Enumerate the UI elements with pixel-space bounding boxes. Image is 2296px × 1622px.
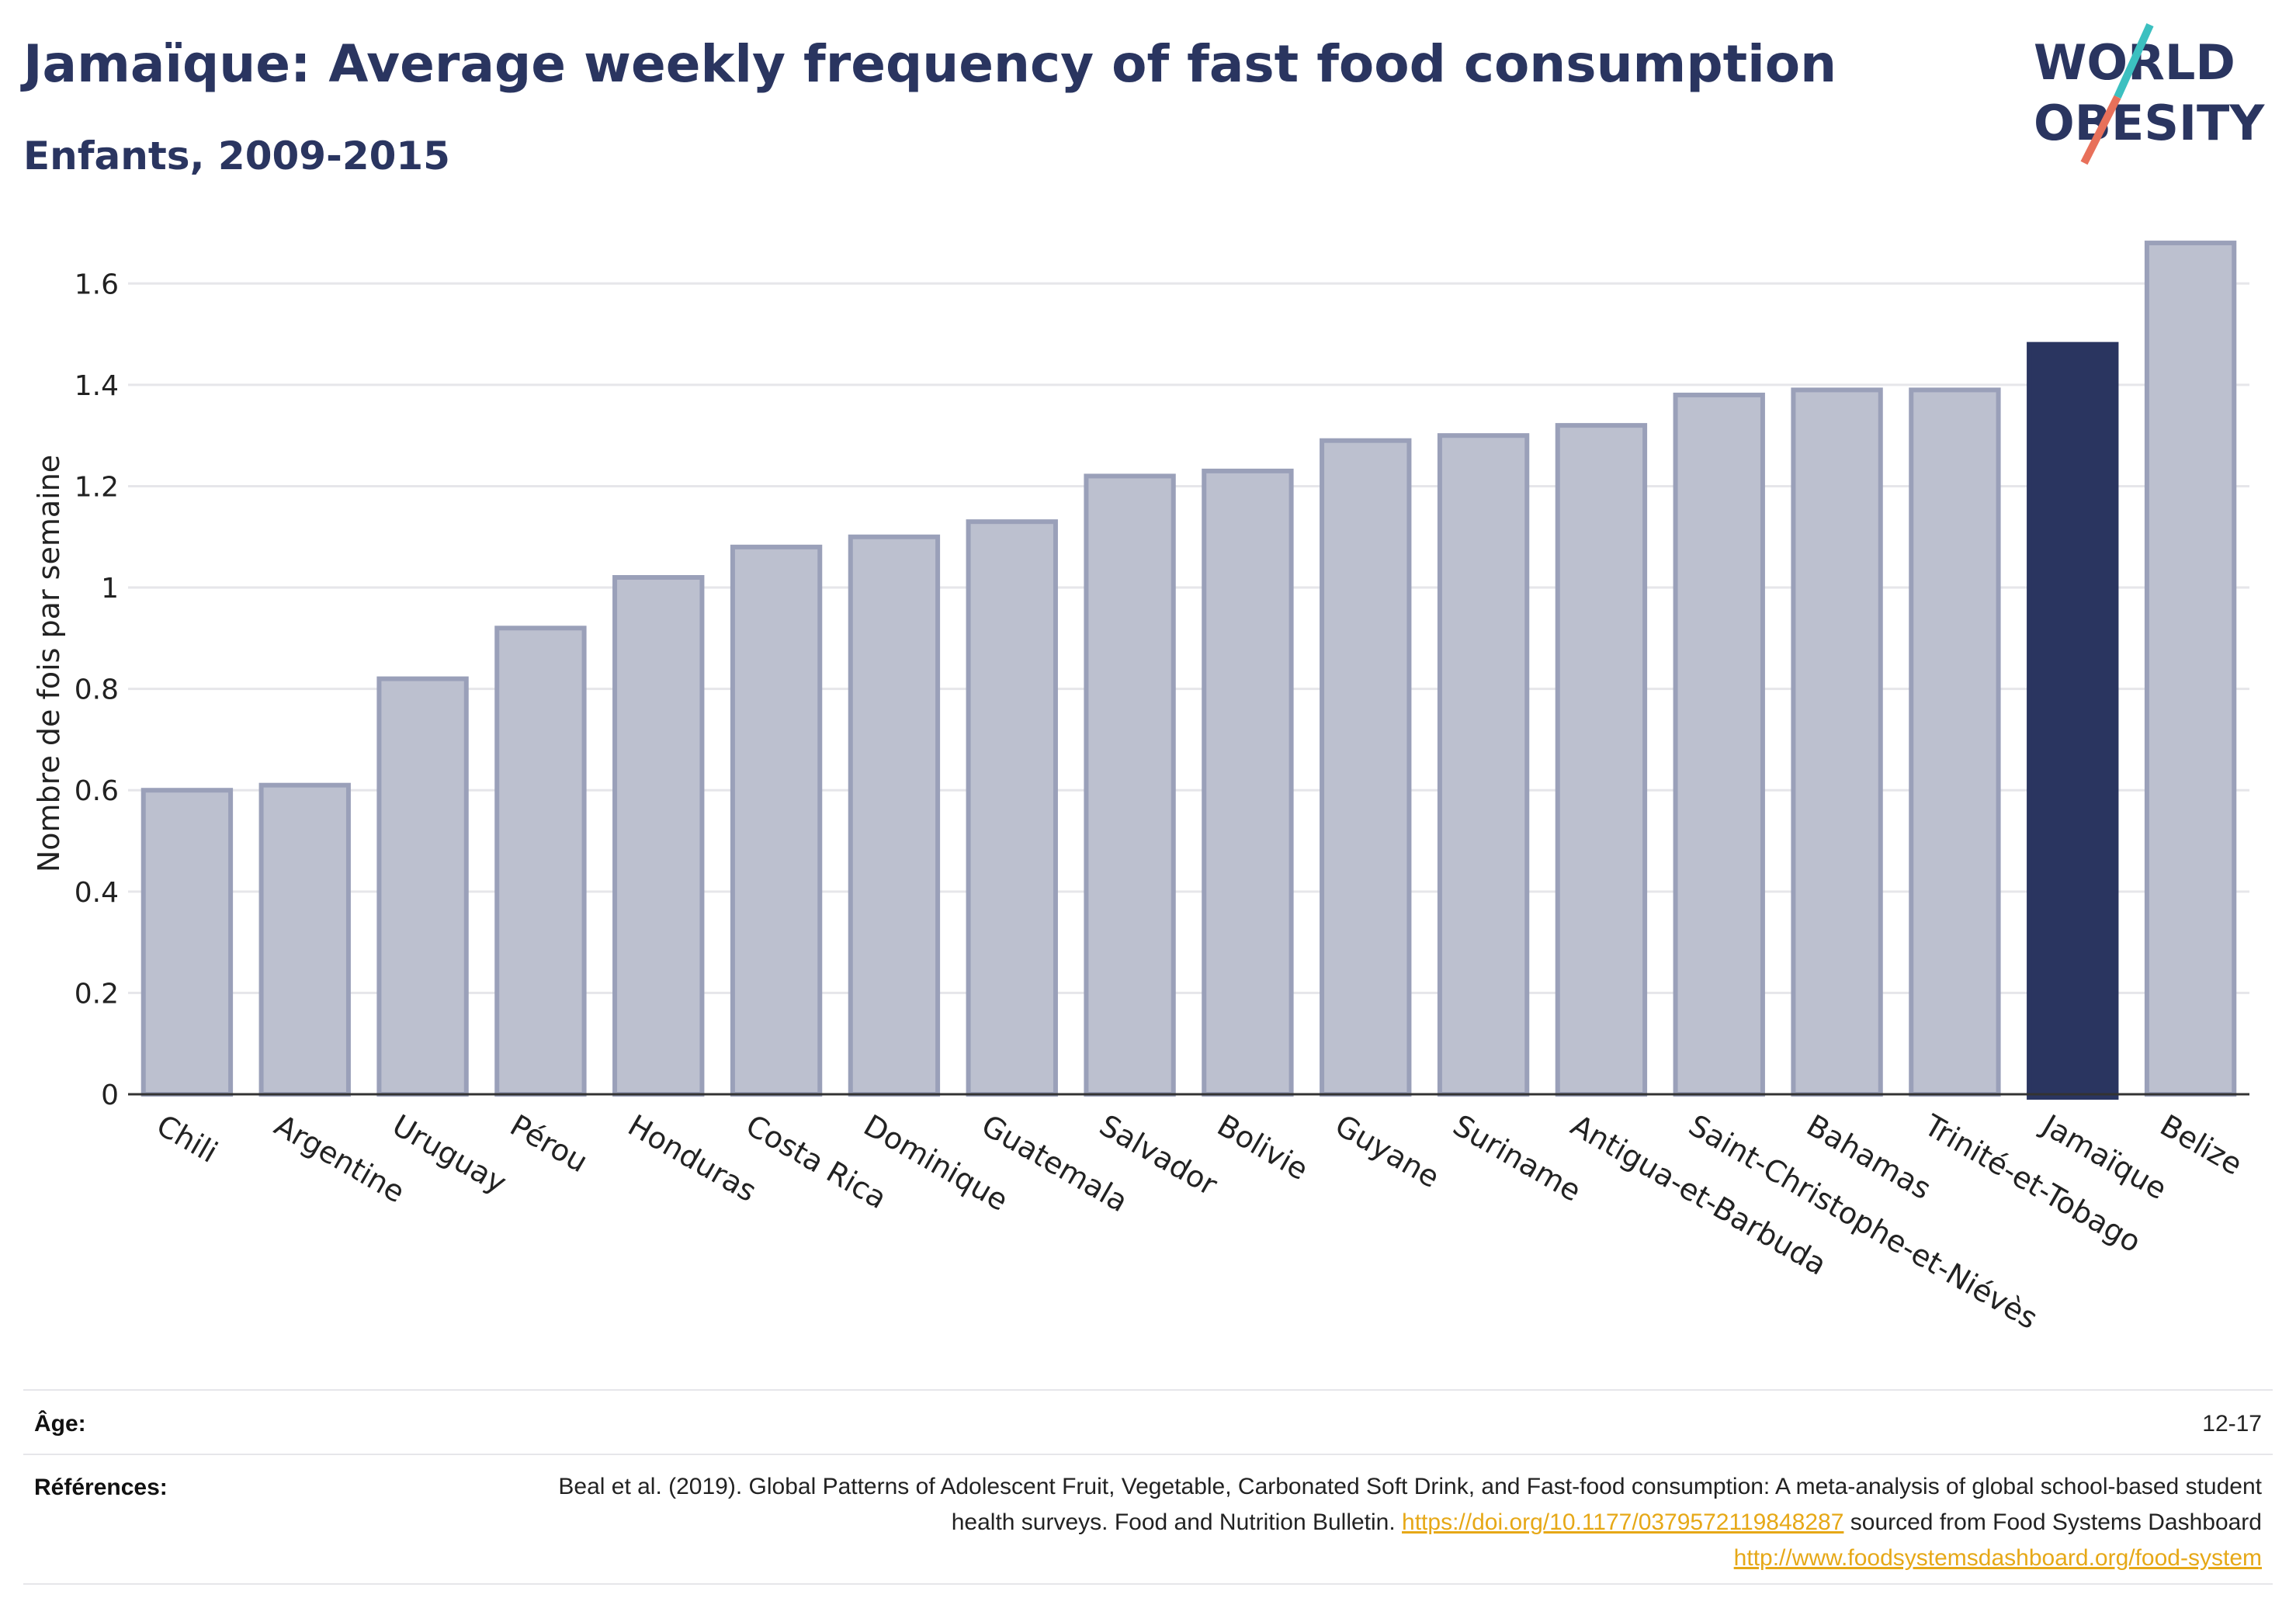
bar-salvador bbox=[1084, 473, 1176, 1097]
y-tick-label: 1 bbox=[101, 573, 119, 605]
age-label: Âge: bbox=[34, 1411, 86, 1437]
x-tick-label: Chili bbox=[151, 1108, 223, 1170]
references-source: sourced from Food Systems Dashboard bbox=[1843, 1509, 2262, 1535]
x-tick-label: Argentine bbox=[269, 1108, 411, 1210]
y-tick-label: 0.4 bbox=[75, 877, 119, 909]
x-tick-label: Bolivie bbox=[1212, 1108, 1314, 1187]
x-tick-label: Pérou bbox=[505, 1108, 594, 1180]
logo-text-obesity: OBESITY bbox=[2034, 95, 2265, 151]
y-tick-label: 1.2 bbox=[75, 471, 119, 503]
bar-chili bbox=[140, 788, 234, 1097]
logo-slash-teal bbox=[2114, 23, 2154, 99]
doi-link[interactable]: https://doi.org/10.1177/0379572119848287 bbox=[1402, 1509, 1844, 1535]
x-tick-label: Trinité-et-Tobago bbox=[1918, 1107, 2147, 1259]
bar-costa-rica bbox=[730, 544, 823, 1097]
references-citation: Beal et al. (2019). Global Patterns of A… bbox=[558, 1474, 2262, 1535]
chart-subtitle: Enfants, 2009-2015 bbox=[23, 133, 450, 178]
logo-slash-coral bbox=[2080, 95, 2121, 165]
footer-divider-middle bbox=[23, 1454, 2273, 1455]
bar-belize bbox=[2144, 241, 2237, 1097]
gridlines bbox=[128, 282, 2249, 994]
x-tick-label: Honduras bbox=[623, 1108, 762, 1209]
y-tick-label: 1.4 bbox=[75, 370, 119, 402]
bar-honduras bbox=[612, 575, 705, 1097]
bar-antigua-et-barbuda bbox=[1555, 423, 1648, 1097]
bar-bolivie bbox=[1202, 468, 1294, 1097]
bar-uruguay bbox=[376, 676, 469, 1097]
footer-divider-bottom bbox=[23, 1583, 2273, 1585]
bar-guyane bbox=[1320, 438, 1412, 1097]
bar-guatemala bbox=[966, 519, 1058, 1097]
bar-dominique bbox=[848, 534, 941, 1097]
y-tick-labels: 0 0.2 0.4 0.6 0.8 1 1.2 1.4 1.6 bbox=[75, 269, 119, 1111]
world-obesity-logo[interactable]: WORLD OBESITY bbox=[2026, 23, 2290, 171]
dashboard-link[interactable]: http://www.foodsystemsdashboard.org/food… bbox=[1733, 1545, 2262, 1571]
y-tick-label: 0.6 bbox=[75, 775, 119, 807]
age-value: 12-17 bbox=[2202, 1411, 2262, 1437]
bar-trinit-et-tobago bbox=[1909, 387, 2001, 1097]
y-tick-label: 0.8 bbox=[75, 674, 119, 706]
x-tick-label: Suriname bbox=[1448, 1108, 1587, 1208]
x-tick-label: Belize bbox=[2155, 1108, 2249, 1182]
footer-divider-top bbox=[23, 1389, 2273, 1391]
bar-suriname bbox=[1437, 433, 1530, 1097]
y-axis-label: Nombre de fois par semaine bbox=[32, 455, 66, 872]
y-tick-label: 0 bbox=[101, 1080, 119, 1111]
y-tick-label: 1.6 bbox=[75, 269, 119, 300]
bars bbox=[140, 241, 2237, 1100]
bar-saint-christophe-et-ni-v-s bbox=[1673, 392, 1765, 1097]
x-tick-label: Guyane bbox=[1330, 1108, 1445, 1194]
bar-chart: 00.20.40.60.811.21.41.6 Chili ArgentineUr… bbox=[32, 241, 2249, 1336]
bar-bahamas bbox=[1791, 387, 1883, 1097]
chart-title: Jamaïque: Average weekly frequency of fa… bbox=[23, 34, 1837, 94]
y-tick-label: 0.2 bbox=[75, 978, 119, 1010]
bar-p-rou bbox=[494, 626, 587, 1097]
bar-argentine bbox=[258, 782, 351, 1097]
bar-jama-que bbox=[2027, 341, 2119, 1100]
references-label: Références: bbox=[34, 1475, 168, 1500]
references-text: Beal et al. (2019). Global Patterns of A… bbox=[554, 1469, 2262, 1576]
